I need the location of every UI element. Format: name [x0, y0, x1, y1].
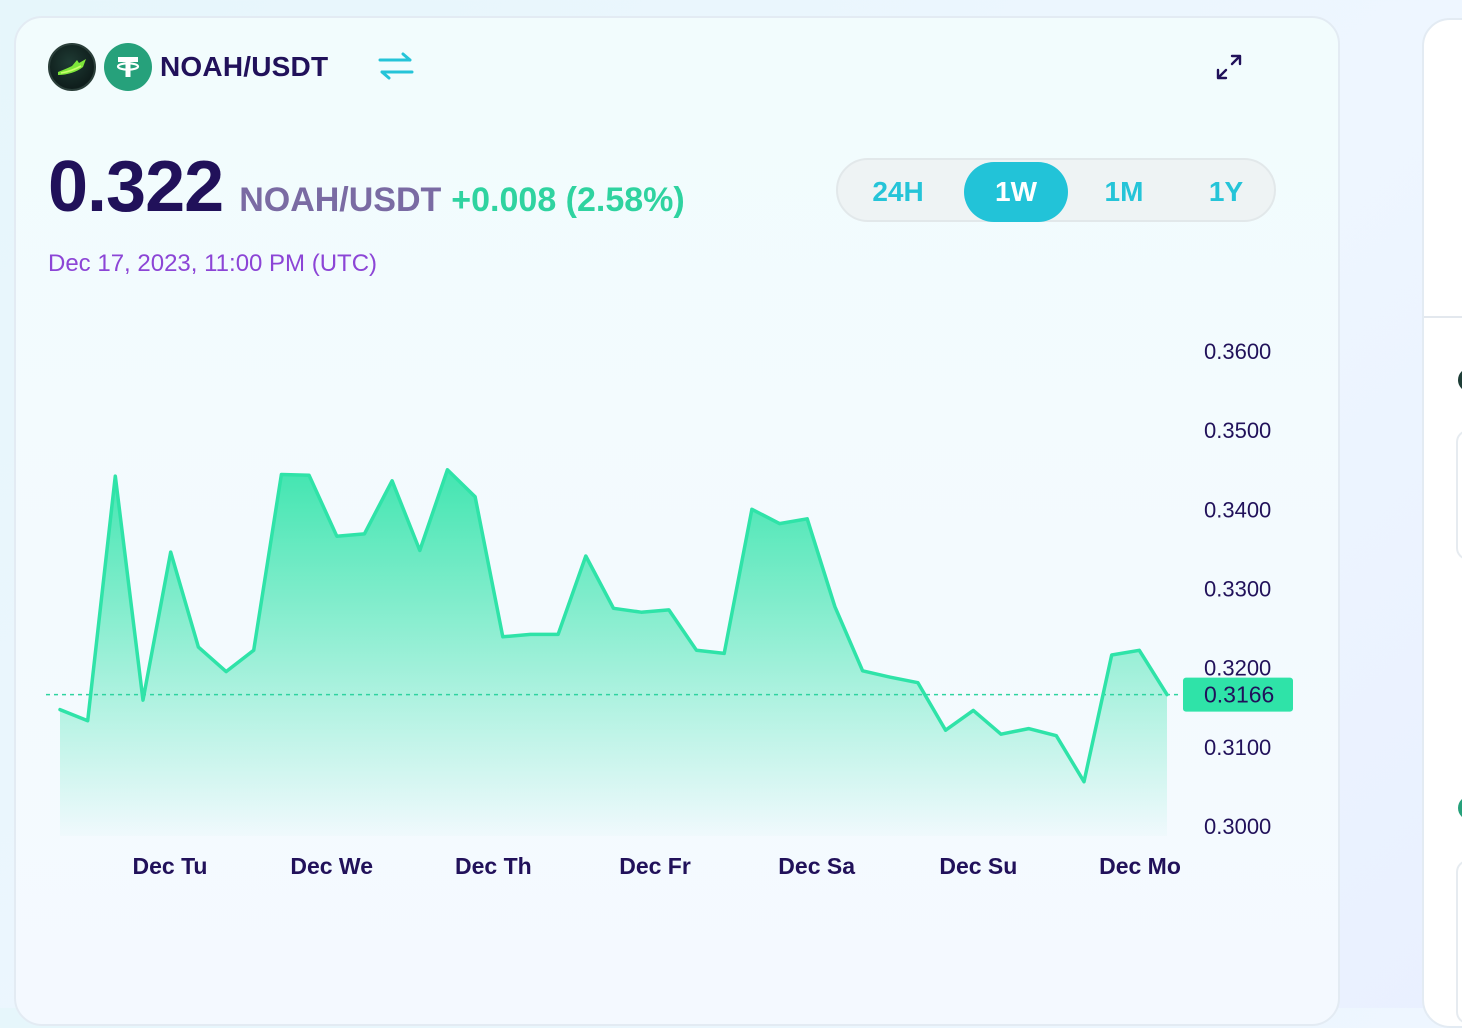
- price-row: 0.322 NOAH/USDT +0.008 (2.58%): [48, 146, 685, 228]
- y-tick-label: 0.3300: [1204, 577, 1271, 602]
- y-tick-label: 0.3400: [1204, 497, 1271, 522]
- x-tick-label: Dec Su: [939, 853, 1017, 879]
- pair-header: NOAH/USDT: [48, 42, 328, 92]
- side-avatar-icon: [1458, 368, 1462, 392]
- pair-name: NOAH/USDT: [160, 51, 329, 82]
- x-tick-label: Dec We: [290, 853, 373, 879]
- side-panel: [1422, 18, 1462, 1028]
- price-line: [58, 468, 1169, 784]
- noah-coin-icon: [48, 43, 96, 91]
- y-tick-label: 0.3000: [1204, 814, 1271, 839]
- price-change: +0.008 (2.58%): [451, 181, 685, 219]
- x-tick-label: Dec Sa: [778, 853, 855, 879]
- current-price-badge: [1183, 677, 1293, 712]
- swap-arrows-icon: [378, 52, 414, 80]
- current-price-badge-label: 0.3166: [1204, 682, 1274, 708]
- side-divider: [1424, 316, 1462, 318]
- tab-1m[interactable]: 1M: [1104, 176, 1144, 207]
- swap-pair-button[interactable]: [376, 50, 416, 82]
- x-tick-label: Dec Mo: [1099, 853, 1181, 879]
- tab-1y[interactable]: 1Y: [1208, 176, 1244, 207]
- tab-1w[interactable]: 1W: [964, 162, 1068, 222]
- expand-button[interactable]: [1212, 50, 1246, 84]
- tab-24h[interactable]: 24H: [872, 176, 924, 207]
- expand-icon: [1216, 54, 1242, 80]
- price-area: [60, 469, 1167, 836]
- usdt-tether-icon: [104, 43, 152, 91]
- y-tick-label: 0.3600: [1204, 339, 1271, 364]
- price-pair-label: NOAH/USDT: [239, 181, 442, 219]
- x-tick-label: Dec Fr: [619, 853, 691, 879]
- time-range-selector: 24H 1W 1M 1Y: [836, 158, 1276, 222]
- y-tick-label: 0.3500: [1204, 418, 1271, 443]
- price-timestamp: Dec 17, 2023, 11:00 PM (UTC): [48, 250, 378, 277]
- y-tick-label: 0.3100: [1204, 735, 1271, 760]
- y-tick-label: 0.3200: [1204, 656, 1271, 681]
- side-avatar-icon: [1458, 796, 1462, 820]
- current-price: 0.322: [48, 147, 224, 227]
- x-tick-label: Dec Tu: [133, 853, 208, 879]
- x-tick-label: Dec Th: [455, 853, 532, 879]
